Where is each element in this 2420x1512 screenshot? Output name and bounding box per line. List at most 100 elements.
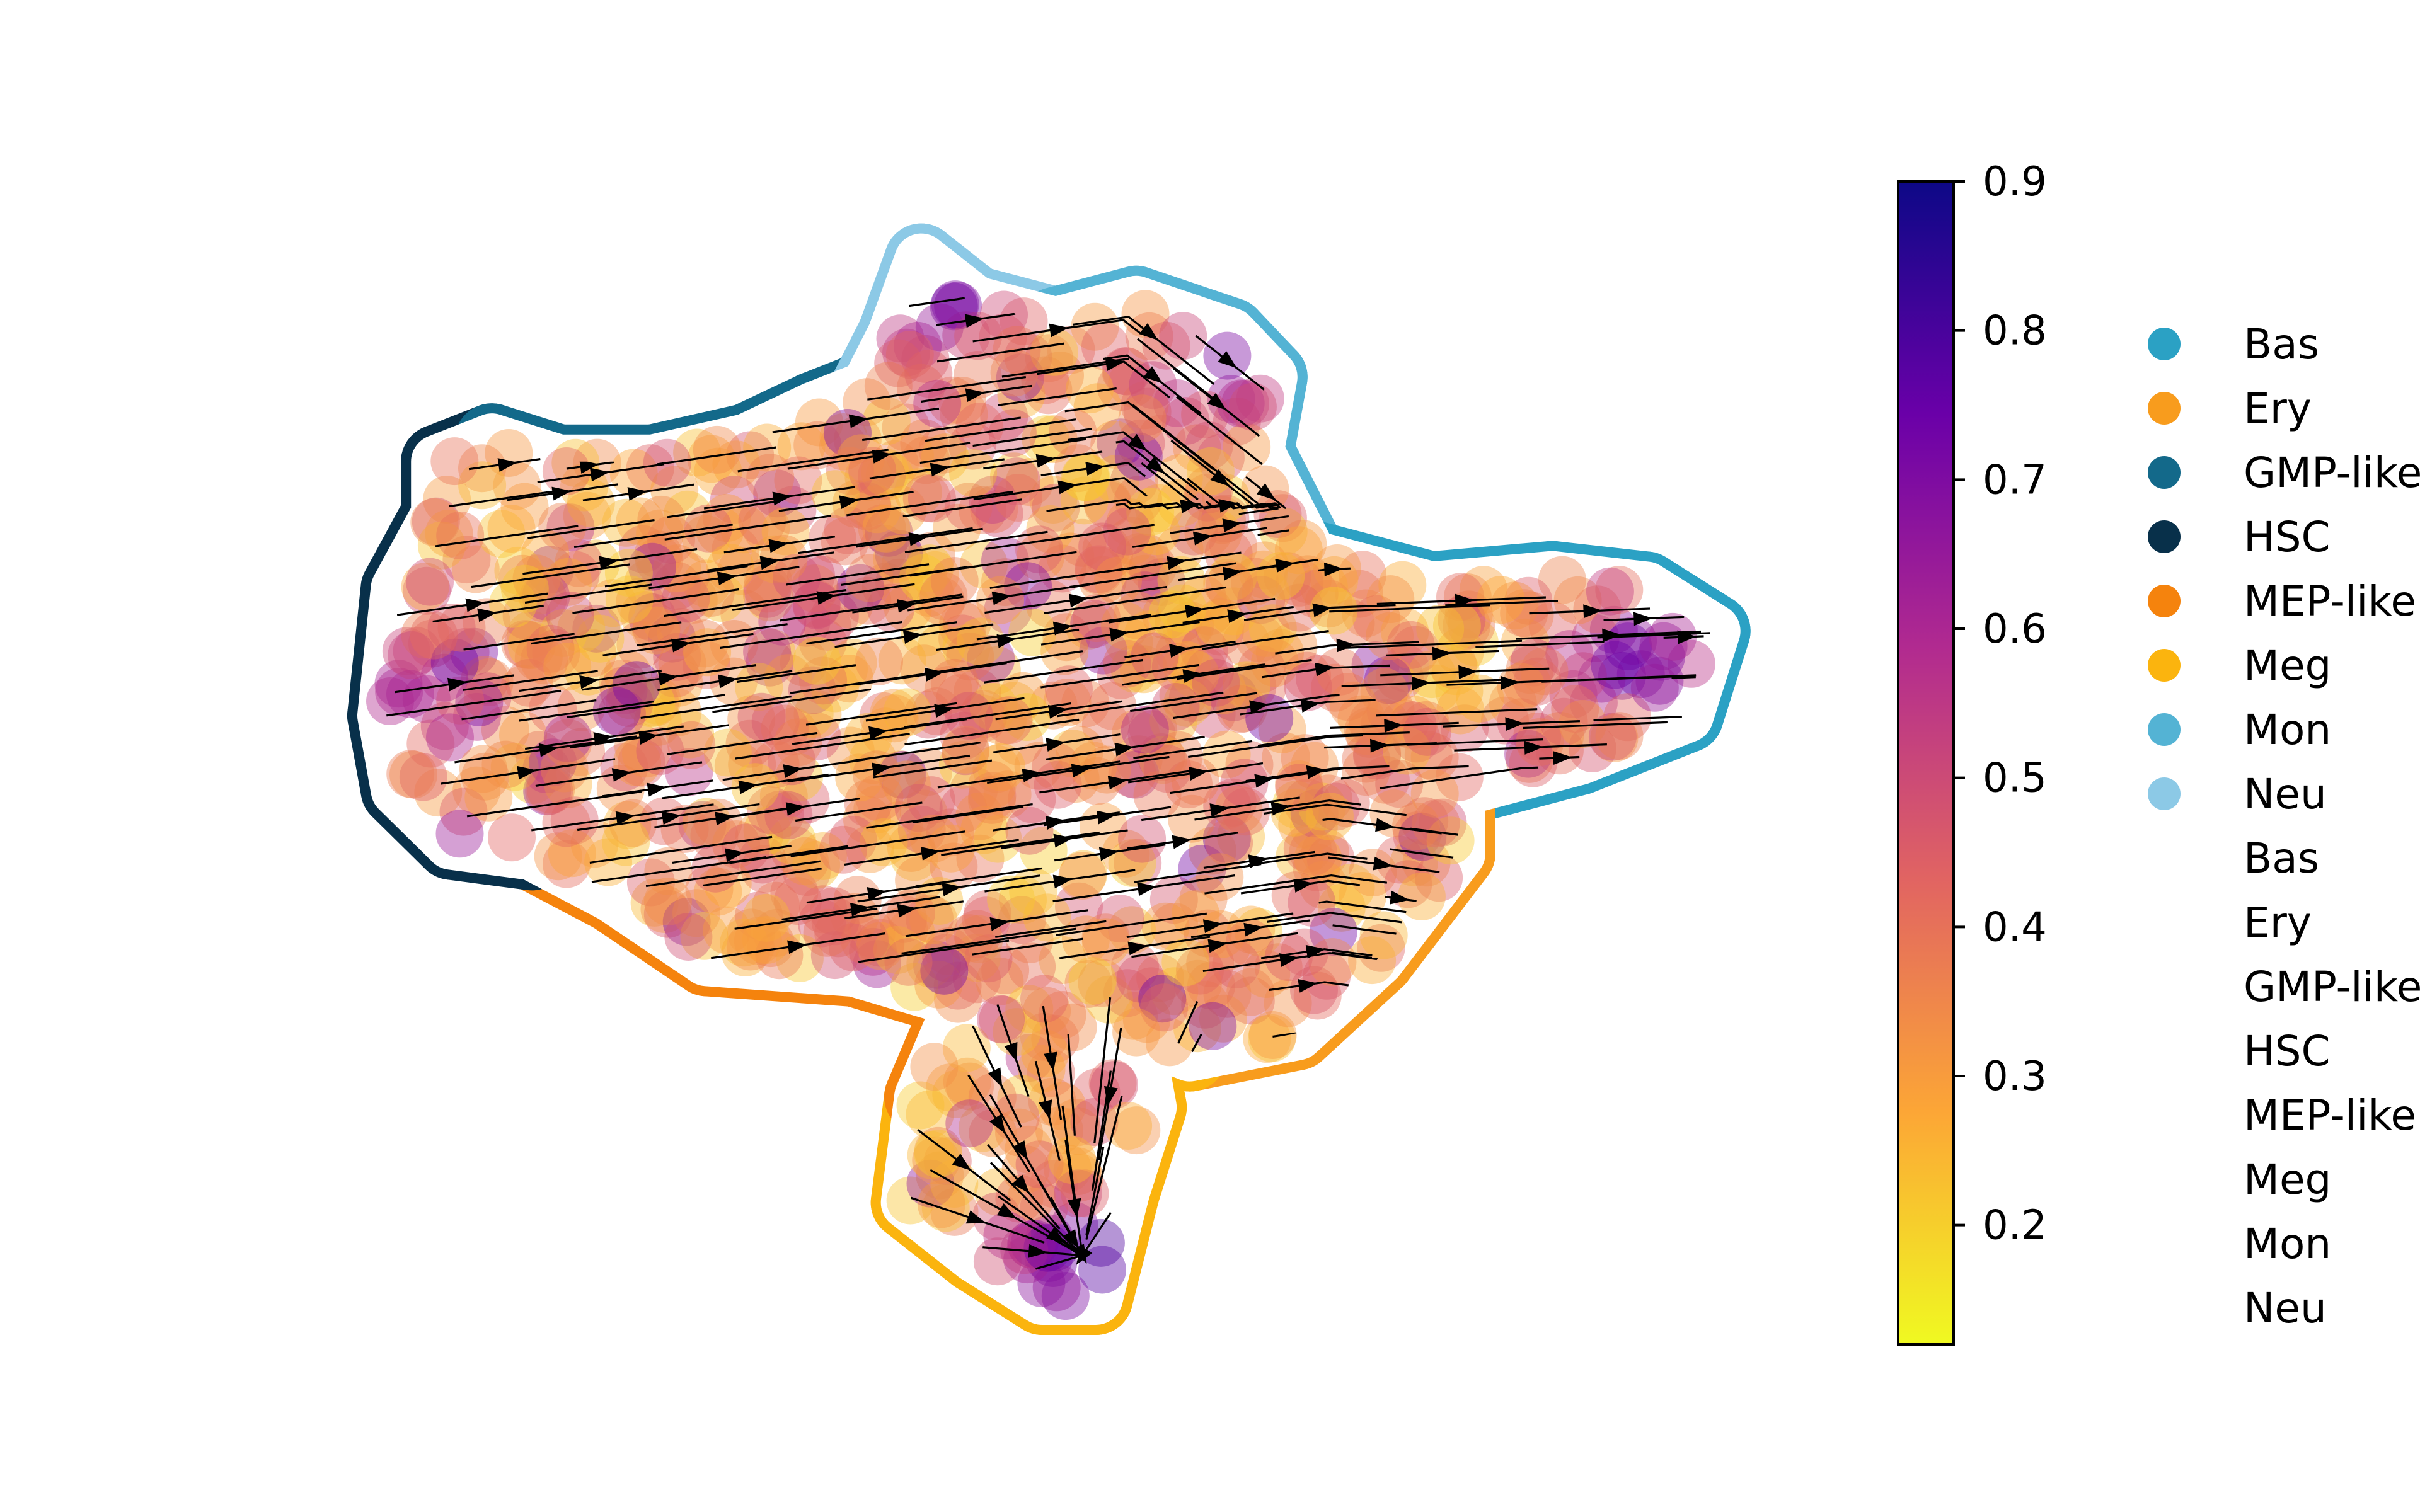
- stream-arrow: [1375, 818, 1395, 832]
- cell-point: [412, 497, 460, 546]
- cell-point: [1504, 730, 1552, 778]
- cell-point: [962, 896, 1010, 945]
- cell-point: [521, 529, 570, 578]
- cell-point: [1590, 714, 1639, 762]
- stream-arrow: [1602, 628, 1622, 643]
- cell-point: [1595, 566, 1644, 614]
- stream-arrow: [1432, 646, 1451, 661]
- cell-point: [710, 620, 758, 668]
- cell-point: [1228, 662, 1277, 711]
- cell-point: [1038, 991, 1086, 1039]
- legend-marker-Bas: [2148, 328, 2181, 360]
- streamline: [640, 695, 792, 719]
- cell-point: [727, 908, 775, 957]
- cell-point: [1242, 950, 1291, 998]
- stream-arrow: [1044, 1051, 1057, 1072]
- cell-point: [1027, 1049, 1075, 1097]
- cell-point: [1126, 488, 1175, 536]
- cell-point: [1103, 507, 1151, 556]
- cell-point: [924, 927, 972, 975]
- cell-point: [873, 926, 921, 974]
- stream-arrow: [1553, 751, 1572, 765]
- streamline: [902, 498, 1022, 518]
- cell-point: [1004, 333, 1052, 381]
- streamline: [853, 742, 981, 762]
- cell-point: [1240, 550, 1288, 598]
- cell-point: [792, 581, 841, 629]
- cell-point: [617, 738, 666, 787]
- cell-point: [886, 1176, 935, 1225]
- cell-point: [949, 449, 998, 497]
- cell-point: [844, 453, 893, 501]
- streamline: [573, 524, 733, 549]
- legend-label: GMP-like: [2244, 449, 2420, 497]
- streamline: [1340, 765, 1469, 780]
- streamline: [1318, 900, 1407, 914]
- cell-point: [1035, 1106, 1083, 1155]
- cell-point: [551, 551, 600, 599]
- streamline: [667, 500, 778, 518]
- cell-point: [603, 801, 652, 849]
- streamline: [1593, 716, 1682, 721]
- stream-arrow: [1279, 953, 1299, 967]
- streamline: [720, 621, 903, 650]
- cell-point: [1075, 547, 1124, 595]
- cell-point: [628, 593, 677, 641]
- cell-point: [393, 627, 441, 675]
- cell-point: [1053, 1147, 1102, 1196]
- streamline: [657, 446, 777, 466]
- cell-point: [845, 554, 894, 602]
- cell-point: [990, 452, 1038, 501]
- cell-point: [1402, 839, 1451, 887]
- cell-point: [933, 961, 982, 1010]
- cell-point: [1199, 994, 1247, 1043]
- cell-point: [1303, 951, 1351, 1000]
- cell-point: [1143, 745, 1192, 793]
- stream-arrow: [1222, 566, 1243, 581]
- cell-point: [602, 818, 650, 866]
- cell-point: [811, 664, 859, 713]
- cell-point: [997, 370, 1046, 419]
- streamline: [1475, 641, 1605, 648]
- cell-point: [1145, 1018, 1194, 1067]
- cell-point: [414, 769, 463, 817]
- cell-point: [500, 665, 548, 713]
- cell-point: [756, 790, 804, 839]
- cell-point: [981, 946, 1030, 994]
- cell-point: [1031, 1014, 1080, 1063]
- cell-point: [1059, 850, 1108, 898]
- cell-point: [1102, 829, 1150, 878]
- cell-point: [1065, 601, 1113, 650]
- cell-point: [1060, 476, 1109, 525]
- cell-point: [1202, 815, 1251, 863]
- cell-point: [1041, 1272, 1090, 1320]
- streamline: [904, 530, 1048, 553]
- cell-point: [501, 620, 550, 668]
- cell-point: [1004, 562, 1052, 610]
- streamline: [1257, 731, 1410, 747]
- cell-point: [1122, 995, 1171, 1043]
- streamline: [1190, 1033, 1202, 1053]
- cell-point: [714, 742, 763, 790]
- cell-point: [856, 919, 905, 967]
- cell-point: [662, 898, 711, 946]
- cell-point: [731, 763, 780, 811]
- stream-arrow: [965, 1210, 986, 1224]
- stream-arrow: [897, 598, 917, 613]
- cell-point: [1393, 811, 1441, 860]
- stream-arrow: [868, 726, 889, 740]
- stream-arrow: [785, 802, 806, 816]
- stream-arrow: [1139, 323, 1158, 341]
- cell-point: [910, 1043, 959, 1091]
- streamline: [737, 664, 856, 684]
- stream-arrow: [1146, 456, 1165, 474]
- streamline: [1410, 827, 1459, 836]
- streamline: [941, 831, 1100, 856]
- streamline: [1583, 674, 1697, 681]
- colorbar-tick-label: 0.5: [1983, 755, 2047, 802]
- cell-point: [1023, 893, 1071, 942]
- stream-arrow: [991, 591, 1011, 605]
- cell-point: [997, 1075, 1046, 1123]
- stream-arrow: [1306, 765, 1326, 779]
- cell-point: [847, 909, 896, 958]
